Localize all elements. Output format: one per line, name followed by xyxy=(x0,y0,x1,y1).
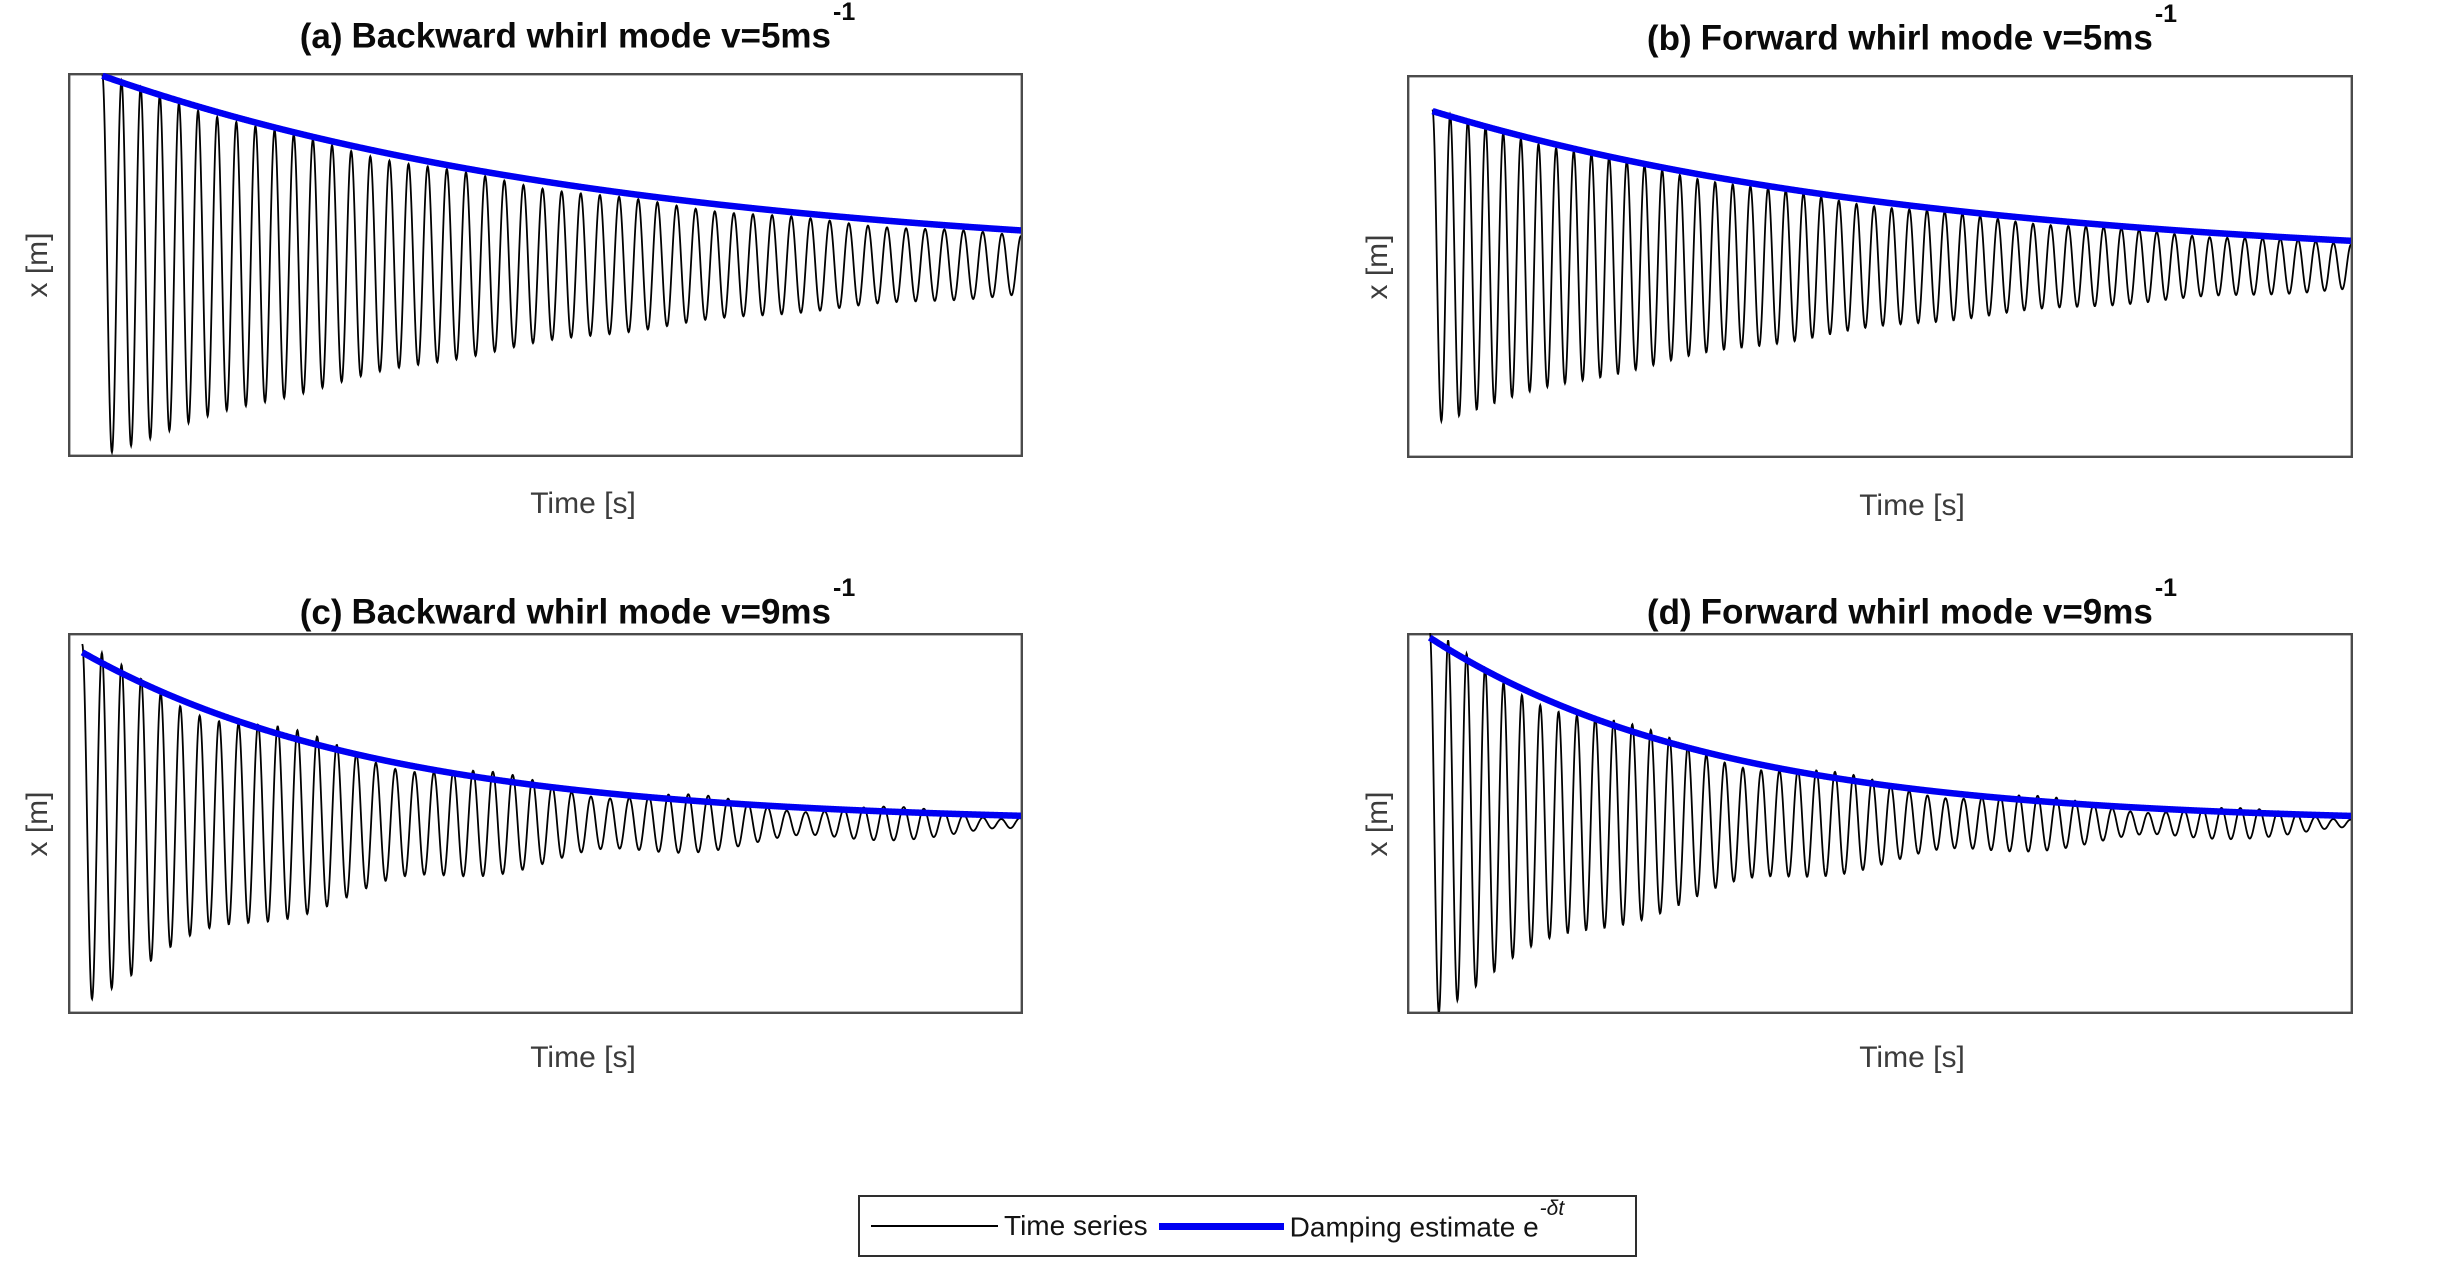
subplot-c-xlabel: Time [s] xyxy=(530,1041,636,1074)
damping-envelope-line xyxy=(1427,634,2351,820)
subplot-b-title-text: Forward whirl mode v=5ms xyxy=(1700,18,2153,58)
subplot-d-ylabel: x [m] xyxy=(1361,791,1394,857)
axes-frame xyxy=(68,633,1023,1014)
damping-estimate-legend-superscript: -δt xyxy=(1539,1197,1565,1221)
time-series-legend-label: Time series xyxy=(1004,1210,1148,1241)
time-series-line xyxy=(1429,633,2351,1012)
subplot-c-ylabel: x [m] xyxy=(21,791,54,857)
axes-frame xyxy=(1407,75,2353,458)
axes-frame xyxy=(1407,633,2353,1014)
subplot-b-plot-area xyxy=(1407,75,2353,458)
damping-estimate-legend-line xyxy=(1158,1222,1284,1230)
subplot-c-title-text: Backward whirl mode v=9ms xyxy=(351,592,832,632)
time-series-line xyxy=(1431,109,2351,425)
subplot-a-title-text: Backward whirl mode v=5ms xyxy=(351,16,832,56)
subplot-a-plot-area xyxy=(68,73,1023,457)
time-series-legend-line xyxy=(871,1225,998,1227)
legend: Time series Damping estimate e-δt xyxy=(858,1195,1637,1257)
subplot-d-title-text: Forward whirl mode v=9ms xyxy=(1700,592,2153,632)
subplot-a-title-superscript: -1 xyxy=(833,0,856,26)
subplot-d-title-superscript: -1 xyxy=(2154,574,2178,602)
subplot-c-title: (c) Backward whirl mode v=9ms-1 xyxy=(99,574,1054,633)
subplot-d-plot-area xyxy=(1407,633,2353,1014)
damping-estimate-legend-text: Damping estimate e xyxy=(1289,1211,1539,1243)
time-series-line xyxy=(81,643,1021,1002)
damping-estimate-legend-label: Damping estimate e-δt xyxy=(1289,1197,1565,1243)
axes-frame xyxy=(68,73,1023,457)
damping-envelope-line xyxy=(1431,107,2351,245)
subplot-b-xlabel: Time [s] xyxy=(1859,489,1965,522)
subplot-b-title-prefix: (b) xyxy=(1646,18,1692,58)
subplot-a-ylabel: x [m] xyxy=(21,232,54,298)
subplot-b-title-superscript: -1 xyxy=(2154,0,2178,28)
damping-envelope-line xyxy=(80,649,1021,820)
subplot-c-plot-area xyxy=(68,633,1023,1014)
subplot-b-title: (b) Forward whirl mode v=5ms-1 xyxy=(1438,0,2384,59)
subplot-d-title: (d) Forward whirl mode v=9ms-1 xyxy=(1438,574,2384,633)
subplot-d-xlabel: Time [s] xyxy=(1859,1041,1965,1074)
time-series-line xyxy=(101,74,1021,455)
subplot-a-title-prefix: (a) xyxy=(299,16,343,56)
subplot-a-title: (a) Backward whirl mode v=5ms-1 xyxy=(99,0,1054,57)
subplot-d-title-prefix: (d) xyxy=(1646,592,1692,632)
subplot-a-xlabel: Time [s] xyxy=(530,487,636,520)
subplot-b-ylabel: x [m] xyxy=(1361,234,1394,300)
subplot-c-title-superscript: -1 xyxy=(833,574,856,602)
damping-envelope-line xyxy=(101,73,1021,234)
subplot-c-title-prefix: (c) xyxy=(299,592,343,632)
